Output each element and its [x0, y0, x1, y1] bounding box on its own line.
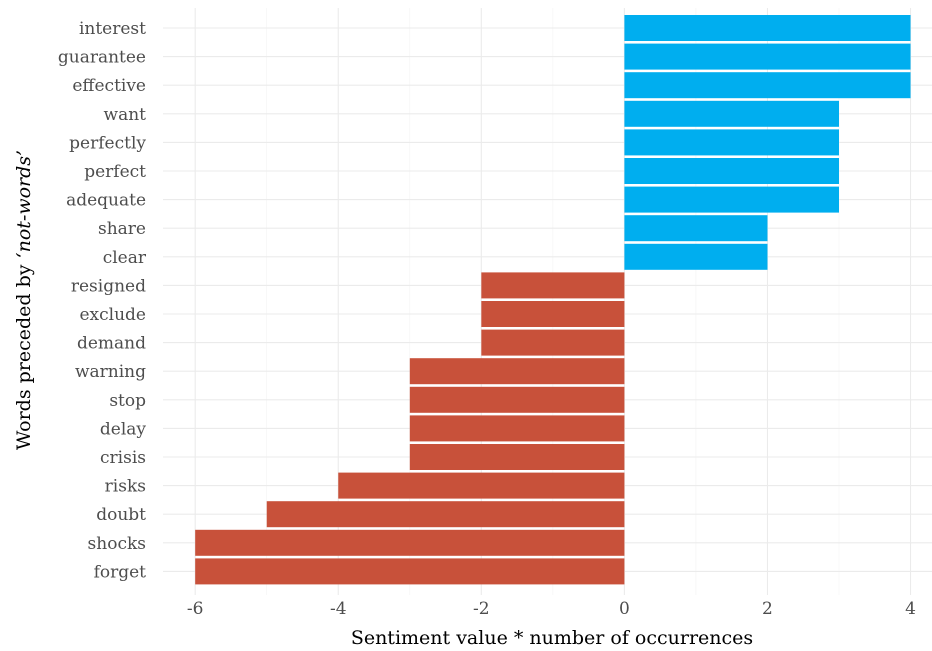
bar-clear [624, 243, 768, 270]
bar-resigned [481, 272, 625, 299]
y-tick-label-interest: interest [79, 19, 146, 39]
bar-exclude [481, 301, 625, 327]
bar-stop [409, 386, 625, 413]
y-tick-label-risks: risks [105, 477, 146, 497]
y-tick-labels: interest guarantee effective want perfectly p… [58, 19, 147, 582]
y-tick-label-crisis: crisis [100, 448, 146, 468]
bar-delay [409, 415, 625, 442]
y-tick-label-resigned: resigned [71, 276, 146, 296]
y-tick-label-exclude: exclude [80, 305, 147, 325]
bars [195, 15, 911, 585]
bar-demand [481, 329, 625, 356]
y-axis-title-prefix: Words preceded by [13, 258, 35, 450]
bar-adequate [624, 186, 840, 213]
bar-perfectly [624, 129, 840, 156]
y-tick-label-doubt: doubt [96, 505, 146, 525]
bar-warning [409, 358, 625, 385]
x-axis-title: Sentiment value * number of occurrences [351, 627, 753, 649]
y-tick-label-shocks: shocks [88, 534, 146, 554]
x-tick-labels: -6 -4 -2 0 2 4 [187, 599, 916, 619]
x-tick-label: 4 [905, 599, 916, 619]
y-tick-label-effective: effective [72, 76, 146, 96]
x-tick-label: -2 [473, 599, 490, 619]
bar-share [624, 215, 768, 242]
y-tick-label-clear: clear [103, 248, 147, 268]
bar-doubt [266, 501, 625, 528]
y-tick-label-want: want [104, 105, 147, 125]
y-axis-title-emphasis: ‘not-words’ [13, 150, 35, 259]
x-tick-label: 0 [619, 599, 630, 619]
bar-shocks [195, 529, 625, 556]
x-tick-label: -6 [187, 599, 204, 619]
y-tick-label-demand: demand [77, 334, 146, 354]
y-tick-label-stop: stop [109, 391, 146, 411]
bar-risks [338, 472, 625, 499]
bar-guarantee [624, 43, 911, 70]
bar-perfect [624, 158, 840, 184]
y-tick-label-adequate: adequate [66, 191, 146, 211]
x-tick-label: -4 [330, 599, 347, 619]
bar-forget [195, 558, 625, 585]
y-tick-label-warning: warning [75, 362, 146, 382]
bar-interest [624, 15, 911, 41]
y-tick-label-forget: forget [94, 562, 147, 582]
x-tick-label: 2 [762, 599, 773, 619]
y-tick-label-share: share [98, 219, 146, 239]
y-tick-label-perfect: perfect [84, 162, 146, 182]
y-axis-title: Words preceded by ‘not-words’ [13, 150, 35, 450]
bar-effective [624, 72, 911, 99]
y-tick-label-delay: delay [100, 419, 147, 439]
bar-crisis [409, 444, 625, 470]
y-tick-label-perfectly: perfectly [69, 133, 146, 153]
bar-want [624, 100, 840, 127]
y-tick-label-guarantee: guarantee [58, 48, 146, 68]
